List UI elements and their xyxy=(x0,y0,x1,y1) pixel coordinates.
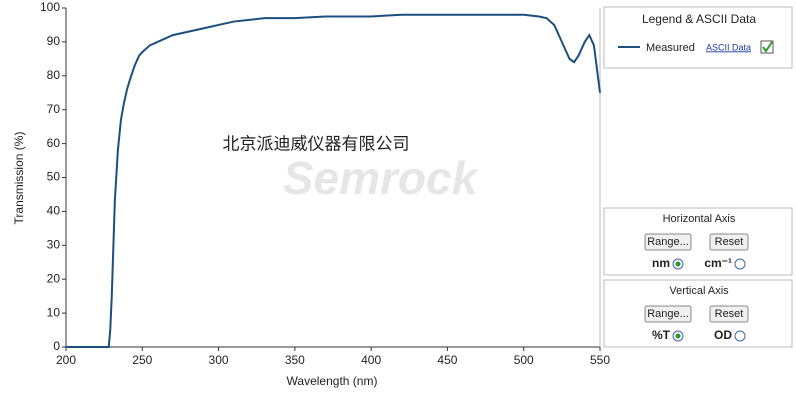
y-tick-label: 10 xyxy=(47,305,61,319)
x-tick-label: 450 xyxy=(437,353,457,367)
x-tick-label: 350 xyxy=(285,353,305,367)
watermark-brand: Semrock xyxy=(283,152,480,204)
ascii-link[interactable]: ASCII Data xyxy=(706,42,751,52)
watermark-company: 北京派迪威仪器有限公司 xyxy=(223,134,410,153)
button-label[interactable]: Range... xyxy=(647,236,689,248)
x-tick-label: 250 xyxy=(132,353,152,367)
option-label: nm xyxy=(652,256,670,270)
horizontal-axis-panel xyxy=(603,207,793,276)
button[interactable] xyxy=(644,233,692,251)
x-tick-label: 500 xyxy=(514,353,534,367)
y-tick-label: 30 xyxy=(47,237,61,251)
line xyxy=(66,13,601,348)
y-tick-label: 20 xyxy=(47,271,61,285)
option-label: cm⁻¹ xyxy=(704,256,732,270)
option-label: %T xyxy=(652,328,671,342)
panel-title: Vertical Axis xyxy=(669,285,729,297)
radio-dot xyxy=(675,333,681,339)
x-tick-label: 200 xyxy=(56,353,76,367)
legend-panel xyxy=(603,6,793,69)
option-label: OD xyxy=(714,328,732,342)
button[interactable] xyxy=(709,233,749,251)
vertical-axis-panel xyxy=(603,279,793,348)
y-tick-label: 40 xyxy=(47,204,61,218)
y-tick-label: 80 xyxy=(47,68,61,82)
checkmark xyxy=(762,41,773,53)
y-tick-label: 0 xyxy=(53,339,60,353)
panel-title: Horizontal Axis xyxy=(663,213,736,225)
button-label[interactable]: Range... xyxy=(647,308,689,320)
y-axis-label: Transmission (%) xyxy=(12,132,26,225)
x-tick-label: 300 xyxy=(209,353,229,367)
radio[interactable] xyxy=(734,258,746,270)
y-tick-label: 60 xyxy=(47,136,61,150)
legend-title: Legend & ASCII Data xyxy=(642,12,756,26)
radio[interactable] xyxy=(734,330,746,342)
x-axis-label: Wavelength (nm) xyxy=(287,374,378,388)
y-tick-label: 50 xyxy=(47,170,61,184)
x-tick-label: 400 xyxy=(361,353,381,367)
y-tick-label: 90 xyxy=(47,34,61,48)
y-tick-label: 70 xyxy=(47,102,61,116)
y-tick-label: 100 xyxy=(40,0,60,14)
button-label[interactable]: Reset xyxy=(715,308,744,320)
button[interactable] xyxy=(709,305,749,323)
button[interactable] xyxy=(644,305,692,323)
legend-label: Measured xyxy=(646,42,695,54)
radio-dot xyxy=(675,261,681,267)
button-label[interactable]: Reset xyxy=(715,236,744,248)
x-tick-label: 550 xyxy=(590,353,610,367)
